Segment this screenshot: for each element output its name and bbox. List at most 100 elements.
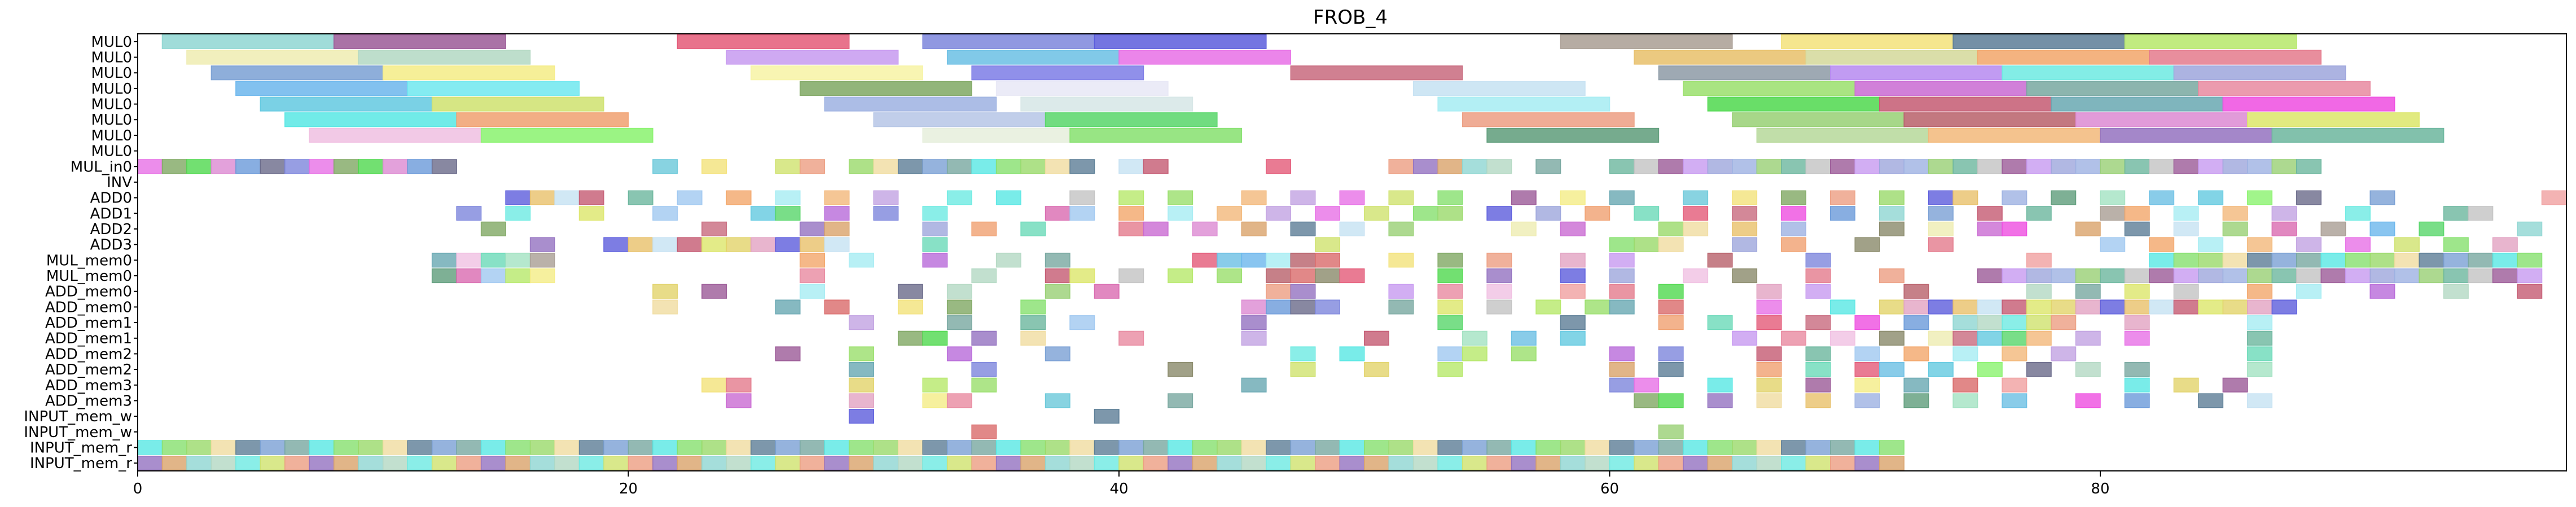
- task-bar: [1315, 206, 1341, 221]
- task-bar: [1977, 206, 2003, 221]
- task-bar: [1486, 253, 1512, 268]
- task-bar: [260, 440, 286, 455]
- task-bar: [2198, 159, 2224, 174]
- task-bar: [1707, 377, 1733, 393]
- task-bar: [2051, 268, 2077, 284]
- task-bar: [1462, 346, 1487, 361]
- task-bar: [1732, 268, 1758, 284]
- task-bar: [1609, 440, 1635, 455]
- task-bar: [677, 456, 703, 471]
- task-bar: [1609, 299, 1635, 315]
- task-bar: [358, 456, 384, 471]
- task-bar: [1560, 456, 1586, 471]
- task-bar: [2198, 393, 2224, 408]
- task-bar: [775, 190, 801, 205]
- task-bar: [971, 159, 997, 174]
- task-bar: [2247, 362, 2273, 377]
- task-bar: [2198, 190, 2224, 205]
- task-bar: [480, 456, 506, 471]
- task-bar: [1437, 96, 1610, 112]
- task-bar: [2271, 253, 2297, 268]
- task-bar: [971, 424, 997, 439]
- task-bar: [2296, 284, 2322, 299]
- task-bar: [1143, 440, 1169, 455]
- task-bar: [578, 206, 604, 221]
- task-bar: [946, 440, 972, 455]
- task-bar: [1585, 206, 1610, 221]
- task-bar: [382, 159, 408, 174]
- task-bar: [1266, 299, 1292, 315]
- task-bar: [1241, 440, 1267, 455]
- task-bar: [1805, 393, 1831, 408]
- task-bar: [1363, 456, 1389, 471]
- task-bar: [2222, 206, 2248, 221]
- task-bar: [775, 159, 801, 174]
- task-bar: [2026, 206, 2052, 221]
- task-bar: [726, 237, 752, 252]
- task-bar: [2051, 346, 2077, 361]
- task-bar: [873, 112, 1046, 127]
- task-bar: [1486, 440, 1512, 455]
- task-bar: [1732, 440, 1758, 455]
- task-bar: [1266, 456, 1292, 471]
- task-bar: [922, 221, 948, 237]
- task-bar: [1069, 206, 1095, 221]
- task-bar: [2026, 362, 2052, 377]
- task-bar: [971, 221, 997, 237]
- task-bar: [1290, 440, 1316, 455]
- task-bar: [1363, 206, 1389, 221]
- task-bar: [775, 237, 801, 252]
- task-bar: [1854, 362, 1880, 377]
- task-bar: [1118, 456, 1144, 471]
- task-bar: [431, 440, 457, 455]
- task-bar: [946, 315, 972, 330]
- task-bar: [1290, 190, 1316, 205]
- task-bar: [946, 50, 1120, 65]
- task-bar: [1609, 284, 1635, 299]
- task-bar: [1634, 206, 1660, 221]
- x-tick-label: 0: [133, 480, 143, 497]
- task-bar: [1683, 190, 1709, 205]
- task-bar: [1879, 159, 1904, 174]
- task-bar: [1928, 237, 1954, 252]
- task-bar: [2075, 299, 2101, 315]
- task-bar: [1781, 34, 1954, 49]
- task-bar: [1928, 159, 1954, 174]
- task-bar: [1756, 299, 1782, 315]
- task-bar: [2443, 284, 2469, 299]
- row-label: ADD_mem2: [45, 361, 132, 378]
- task-bar: [1830, 440, 1855, 455]
- task-bar: [824, 190, 850, 205]
- task-bar: [873, 159, 899, 174]
- task-bar: [751, 65, 923, 81]
- task-bar: [1388, 299, 1414, 315]
- task-bar: [897, 284, 923, 299]
- task-bar: [1339, 221, 1365, 237]
- task-bar: [1511, 330, 1537, 346]
- task-bar: [897, 330, 923, 346]
- task-bar: [1805, 284, 1831, 299]
- task-bar: [726, 377, 752, 393]
- task-bar: [1266, 206, 1292, 221]
- task-bar: [897, 456, 923, 471]
- task-bar: [1094, 34, 1267, 49]
- task-bar: [1781, 237, 1807, 252]
- task-bar: [1781, 190, 1807, 205]
- task-bar: [1781, 330, 1807, 346]
- task-bar: [284, 159, 310, 174]
- task-bar: [1854, 346, 1880, 361]
- task-bar: [1805, 159, 1831, 174]
- task-bar: [480, 253, 506, 268]
- task-bar: [1315, 253, 1341, 268]
- row-label: ADD_mem1: [45, 315, 132, 332]
- task-bar: [800, 159, 826, 174]
- task-bar: [1535, 440, 1561, 455]
- task-bar: [1830, 159, 1855, 174]
- task-bar: [1560, 284, 1586, 299]
- task-bar: [971, 330, 997, 346]
- task-bar: [946, 159, 972, 174]
- task-bar: [701, 440, 727, 455]
- task-bar: [1830, 456, 1855, 471]
- task-bar: [431, 253, 457, 268]
- task-bar: [1412, 159, 1438, 174]
